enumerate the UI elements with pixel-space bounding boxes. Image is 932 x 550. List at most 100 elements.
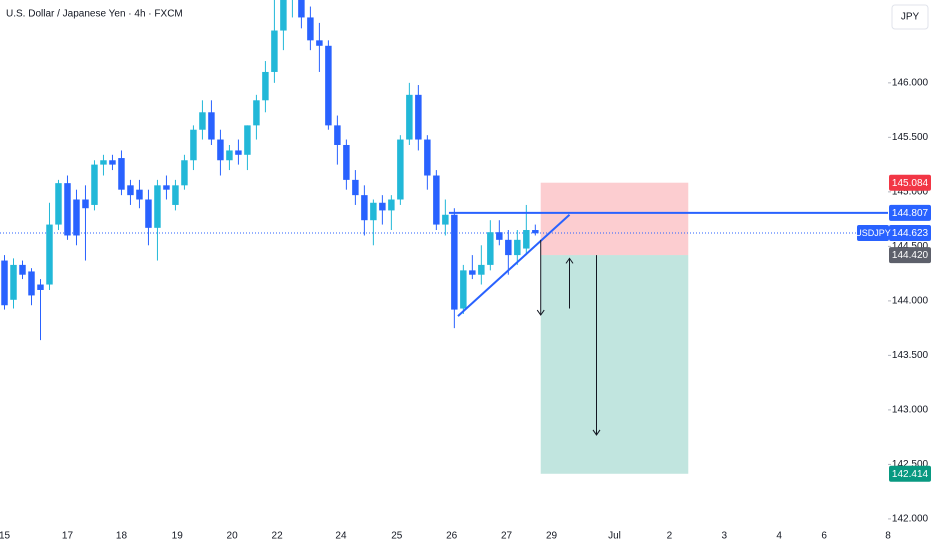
candle-body: [280, 0, 287, 31]
level-label: 144.807: [892, 208, 929, 219]
candle-body: [37, 284, 44, 290]
candle-body: [172, 185, 179, 205]
candle-body: [370, 202, 377, 221]
candle-body: [478, 264, 485, 275]
x-tick-label: 6: [821, 531, 827, 542]
candle-body: [28, 271, 35, 296]
candle-body: [469, 270, 476, 275]
candle-body: [271, 30, 278, 72]
candle-body: [145, 199, 152, 228]
candle-body: [73, 199, 80, 236]
price-scale: [888, 0, 932, 550]
x-tick-label: 18: [116, 531, 128, 542]
chart-title: U.S. Dollar / Japanese Yen · 4h · FXCM: [6, 9, 183, 20]
symbol-badge: [857, 224, 889, 241]
target-label: 142.414: [892, 469, 929, 480]
candle-body: [424, 139, 431, 176]
candle-body: [181, 160, 188, 186]
candle-body: [388, 199, 395, 211]
x-tick-label: 22: [272, 531, 284, 542]
candle-body: [505, 239, 512, 256]
arrow-head: [592, 429, 601, 436]
level-badge: [889, 204, 931, 221]
candle-body: [451, 214, 458, 310]
candle-body: [19, 264, 26, 275]
title-bg: [0, 4, 150, 22]
last-price-label: 144.623: [892, 228, 929, 239]
candle-body: [190, 129, 197, 161]
candle-body: [262, 71, 269, 101]
target-zone: [540, 255, 689, 474]
candle-body: [433, 175, 440, 225]
candle-body: [46, 224, 53, 285]
x-tick-label: 4: [776, 531, 782, 542]
stop-zone: [540, 182, 689, 256]
candle-body: [82, 199, 89, 209]
y-tick-label: 142.000: [892, 514, 929, 525]
x-tick-label: 19: [172, 531, 184, 542]
candle-body: [55, 183, 62, 225]
candle-body: [352, 179, 359, 196]
candle-body: [397, 139, 404, 200]
last-price-badge: [889, 224, 931, 241]
x-tick-label: 2: [667, 531, 673, 542]
candle-body: [64, 183, 71, 236]
x-tick-label: 20: [227, 531, 239, 542]
candle-body: [307, 17, 314, 41]
y-tick-label: 146.000: [892, 77, 929, 88]
trendline: [457, 214, 571, 317]
x-tick-label: 24: [335, 531, 347, 542]
arrow-head: [536, 309, 545, 316]
target-badge: [889, 465, 931, 482]
symbol-label: USDJPY: [855, 228, 891, 238]
candle-body: [163, 185, 170, 190]
y-tick-label: 145.500: [892, 132, 929, 143]
x-tick-label: 15: [0, 531, 10, 542]
candle-body: [136, 189, 143, 200]
candle-body: [415, 94, 422, 140]
candle-body: [514, 239, 521, 256]
entry-label: 144.420: [892, 250, 929, 261]
candle-body: [532, 230, 539, 234]
x-tick-label: 27: [501, 531, 513, 542]
candle-body: [496, 232, 503, 240]
x-tick-label: Jul: [608, 531, 621, 542]
x-tick-label: 29: [546, 531, 558, 542]
candle-body: [316, 40, 323, 46]
candle-body: [406, 94, 413, 140]
candle-body: [244, 125, 251, 155]
currency: JPY: [901, 12, 920, 23]
entry-badge: [889, 247, 931, 264]
candle-body: [523, 230, 530, 249]
candle-body: [460, 270, 467, 309]
candle-body: [91, 164, 98, 205]
candle-body: [235, 150, 242, 155]
arrow-head: [565, 257, 574, 264]
candle-body: [109, 160, 116, 165]
x-tick-label: 25: [391, 531, 403, 542]
overlay: 142.000 142.500 143.000 143.500 144.000 144.5…: [0, 77, 931, 542]
y-tick-label: 142.500: [892, 459, 929, 470]
candle-body: [379, 202, 386, 211]
y-tick-label: 143.500: [892, 350, 929, 361]
x-tick-label: 26: [446, 531, 458, 542]
candle-body: [1, 260, 8, 306]
candle-body: [118, 158, 125, 190]
candle-body: [127, 185, 134, 196]
candle-body: [343, 144, 350, 180]
currency-box[interactable]: [891, 4, 929, 30]
y-tick-label: 145.000: [892, 187, 929, 198]
candle-body: [208, 112, 215, 140]
stop-badge: [889, 174, 931, 191]
x-tick-label: 8: [885, 531, 891, 542]
plot-area: [0, 0, 888, 474]
x-tick-label: 17: [62, 531, 74, 542]
y-tick-label: 143.000: [892, 405, 929, 416]
candle-body: [334, 125, 341, 145]
candle-body: [100, 160, 107, 165]
y-tick-label: 144.000: [892, 296, 929, 307]
candle-body: [199, 112, 206, 130]
candle-body: [154, 185, 161, 228]
